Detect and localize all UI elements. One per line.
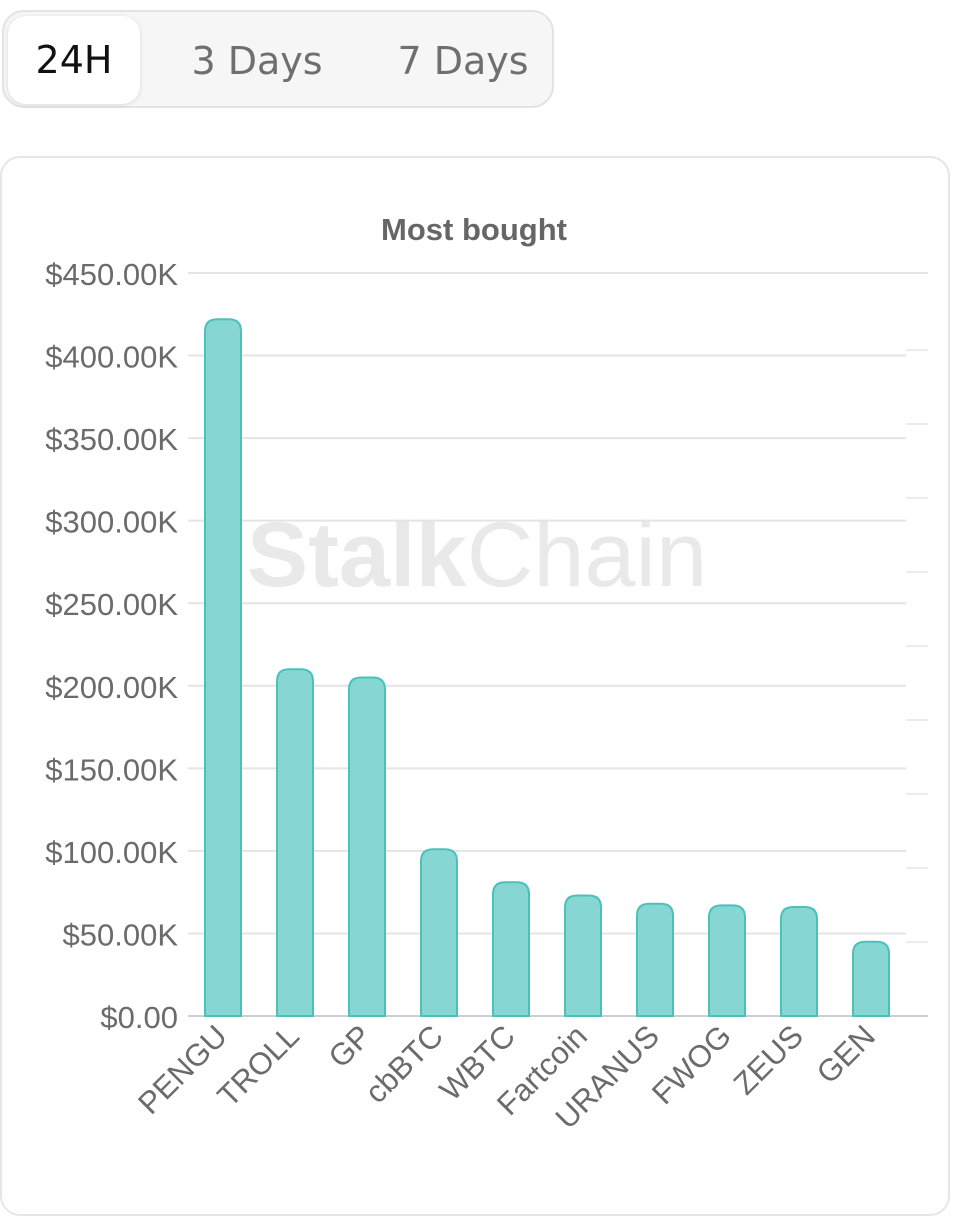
chart-title: Most bought [381, 212, 567, 247]
y-tick-label: $200.00K [45, 670, 178, 705]
y-tick-label: $350.00K [45, 422, 178, 457]
bar-chart: StalkChain Most bought $0.00 $50.00K $100.… [45, 212, 928, 1136]
watermark-bold: Stalk [247, 504, 468, 606]
y-tick-label: $0.00 [100, 1000, 178, 1035]
bar-fwog[interactable] [708, 904, 746, 1017]
tab-3-days[interactable]: 3 Days [191, 39, 323, 83]
tab-24h[interactable]: 24H [8, 16, 140, 104]
x-tick-label: GEN [810, 1018, 882, 1090]
bar-gen[interactable] [852, 940, 890, 1017]
y-tick-label: $450.00K [45, 257, 178, 292]
tab-7-days[interactable]: 7 Days [397, 39, 529, 83]
x-tick-label: GP [322, 1018, 378, 1074]
y-tick-label: $100.00K [45, 835, 178, 870]
x-tick-label: cbBTC [358, 1018, 450, 1110]
y-tick-label: $400.00K [45, 340, 178, 375]
y-tick-label: $300.00K [45, 505, 178, 540]
bar-zeus[interactable] [780, 906, 818, 1017]
bar-gp[interactable] [348, 676, 386, 1017]
bar-cbbtc[interactable] [420, 848, 458, 1017]
bar-pengu[interactable] [204, 318, 242, 1017]
svg-text:StalkChain: StalkChain [247, 504, 707, 606]
y-tick-label: $150.00K [45, 752, 178, 787]
bar-wbtc[interactable] [492, 881, 530, 1017]
bar-fartcoin[interactable] [564, 894, 602, 1017]
watermark: StalkChain [247, 504, 707, 606]
bars [204, 318, 890, 1017]
y-tick-label: $50.00K [63, 917, 179, 952]
watermark-light: Chain [467, 504, 707, 606]
bar-troll[interactable] [276, 668, 314, 1017]
time-range-tabs: 24H 3 Days 7 Days [2, 10, 554, 108]
x-tick-label: TROLL [211, 1018, 306, 1113]
x-tick-label: FWOG [645, 1018, 738, 1111]
x-tick-label: ZEUS [727, 1018, 810, 1101]
y-tick-label: $250.00K [45, 587, 178, 622]
bar-uranus[interactable] [636, 902, 674, 1017]
chart-card: StalkChain Most bought $0.00 $50.00K $100.… [0, 156, 950, 1216]
y-axis-ticks: $0.00 $50.00K $100.00K $150.00K $200.00K $250… [45, 257, 178, 1035]
